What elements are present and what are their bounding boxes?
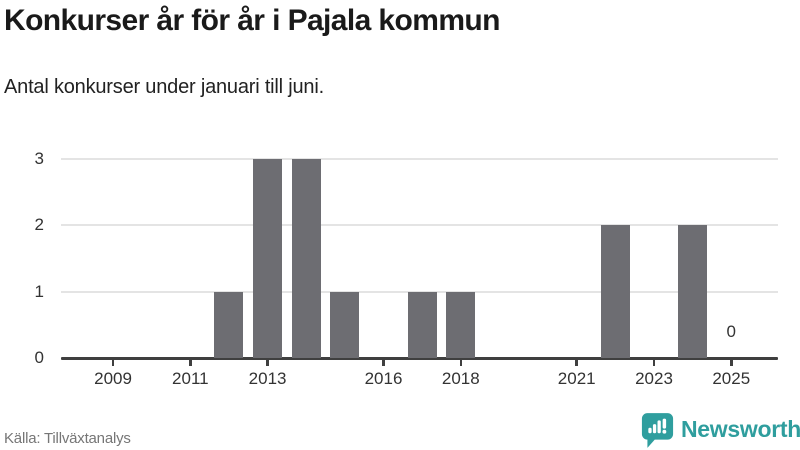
bar-2022 [600, 225, 630, 358]
y-axis-tick-label: 0 [34, 348, 44, 367]
x-axis-tick-label: 2011 [172, 369, 209, 388]
chart-subtitle: Antal konkurser under januari till juni. [4, 76, 324, 98]
bar-2015 [330, 291, 360, 358]
gridline-y-3 [61, 157, 778, 160]
bar-2014 [291, 158, 321, 358]
x-axis-tick-label: 2023 [635, 369, 673, 388]
x-axis-tick-2013 [266, 359, 269, 366]
bar-2018 [446, 291, 476, 358]
y-axis-tick-label: 1 [34, 281, 44, 301]
newsworthy-logo: Newsworthy [641, 412, 800, 449]
x-axis-tick-2023 [652, 359, 656, 366]
x-axis-tick-2021 [575, 359, 578, 366]
x-axis-tick-2018 [459, 359, 463, 366]
x-axis-tick-label: 2016 [364, 369, 403, 388]
bar-2024 [678, 225, 708, 358]
x-axis-tick-label: 2025 [712, 369, 751, 388]
bar-2017 [407, 291, 437, 358]
gridline-y-2 [61, 224, 778, 226]
x-axis-tick-label: 2021 [557, 369, 596, 388]
x-axis-tick-2016 [382, 359, 385, 366]
x-axis-tick-2011 [189, 359, 192, 366]
zero-value-label: 0 [726, 322, 736, 341]
x-axis-tick-2009 [111, 359, 115, 366]
bar-2012 [214, 291, 244, 358]
x-axis-line [61, 356, 778, 360]
source-note: Källa: Tillväxtanalys [4, 430, 131, 447]
x-axis-tick-label: 2009 [94, 369, 132, 388]
chart-title: Konkurser år för år i Pajala kommun [4, 4, 500, 37]
y-axis-tick-label: 2 [34, 215, 44, 234]
bar-2013 [253, 158, 283, 358]
x-axis-tick-2025 [730, 359, 733, 366]
y-axis-tick-label: 3 [34, 148, 44, 168]
newsworthy-wordmark: Newsworthy [681, 415, 800, 442]
x-axis-tick-label: 2018 [441, 369, 480, 388]
newsworthy-speech-bubble-chart-icon [641, 412, 674, 449]
x-axis-tick-label: 2013 [248, 369, 287, 388]
